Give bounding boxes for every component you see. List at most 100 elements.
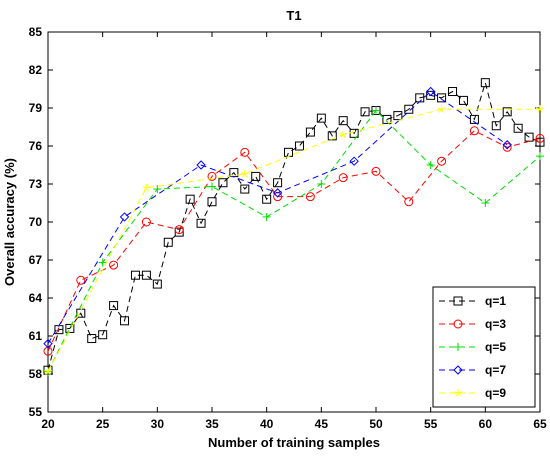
data-point: [481, 199, 490, 207]
data-point: [448, 87, 458, 97]
data-point: [153, 185, 162, 194]
y-tick-label: 64: [29, 291, 43, 305]
data-point: [316, 113, 326, 123]
legend-label: q=1: [485, 294, 506, 308]
legend-item: q=5: [439, 340, 506, 354]
x-tick-label: 50: [369, 417, 383, 431]
data-point: [371, 166, 381, 176]
series-q=7: [43, 86, 512, 349]
legend-label: q=7: [485, 363, 506, 377]
x-tick-label: 20: [41, 417, 55, 431]
data-point: [262, 194, 272, 204]
y-tick-label: 67: [29, 253, 43, 267]
data-point: [251, 171, 261, 181]
x-tick-label: 60: [479, 417, 493, 431]
data-point: [469, 114, 479, 124]
data-point: [349, 128, 359, 138]
data-point: [119, 212, 130, 222]
legend-label: q=9: [485, 386, 506, 400]
data-point: [404, 197, 414, 207]
data-point: [142, 183, 151, 192]
x-tick-label: 65: [533, 417, 547, 431]
legend-item: q=9: [439, 386, 506, 400]
data-point: [502, 107, 512, 117]
data-point: [185, 194, 195, 204]
legend-item: q=1: [439, 294, 506, 308]
legend-label: q=3: [485, 317, 506, 331]
data-point: [208, 182, 216, 191]
series-line: [47, 108, 540, 372]
data-point: [491, 121, 501, 131]
y-tick-label: 55: [29, 405, 43, 419]
data-point: [240, 184, 250, 194]
data-point: [152, 279, 162, 289]
legend-marker: [454, 389, 462, 397]
data-point: [437, 105, 446, 113]
legend-box: [432, 286, 536, 408]
data-point: [196, 160, 206, 170]
data-point: [240, 147, 250, 157]
data-point: [437, 156, 447, 166]
legend-marker: [453, 365, 463, 375]
data-point: [44, 367, 52, 375]
series-line: [47, 80, 541, 371]
data-point: [393, 111, 403, 121]
data-point: [437, 93, 447, 103]
series-line: [47, 109, 541, 372]
legend-marker: [453, 296, 463, 306]
data-point: [425, 86, 436, 97]
y-tick-label: 73: [29, 177, 43, 191]
data-point: [174, 227, 184, 237]
data-point: [513, 123, 523, 133]
y-tick-label: 82: [29, 63, 43, 77]
series-line: [47, 130, 541, 352]
data-point: [109, 260, 119, 270]
x-tick-label: 35: [205, 417, 219, 431]
series-line: [47, 90, 508, 344]
data-point: [130, 270, 140, 280]
data-point: [207, 171, 217, 181]
y-tick-label: 70: [29, 215, 43, 229]
data-point: [305, 192, 315, 202]
data-point: [76, 275, 86, 285]
data-point: [535, 137, 545, 147]
data-point: [65, 323, 75, 333]
data-point: [163, 237, 173, 247]
chart-title: T1: [286, 8, 301, 23]
y-tick-label: 61: [29, 329, 43, 343]
data-point: [535, 133, 545, 143]
data-point: [317, 180, 326, 188]
data-point: [536, 105, 544, 113]
data-point: [43, 338, 53, 349]
x-axis-label: Number of training samples: [208, 435, 380, 450]
data-point: [98, 330, 108, 340]
data-point: [240, 169, 249, 178]
data-point: [360, 107, 370, 117]
y-tick-label: 85: [29, 25, 43, 39]
legend-item: q=3: [439, 317, 506, 331]
data-point: [372, 106, 380, 115]
data-point: [404, 104, 414, 114]
data-point: [305, 127, 315, 137]
data-point: [469, 126, 479, 136]
data-point: [426, 161, 435, 169]
data-point: [262, 212, 271, 221]
data-point: [536, 152, 544, 161]
y-tick-label: 58: [29, 367, 43, 381]
y-tick-label: 79: [29, 101, 43, 115]
legend-label: q=5: [485, 340, 506, 354]
series-q=3: [43, 126, 545, 356]
data-point: [339, 130, 348, 139]
legend-item: q=7: [439, 363, 506, 377]
data-point: [273, 178, 283, 188]
data-point: [349, 156, 359, 166]
x-tick-label: 40: [260, 417, 274, 431]
data-point: [120, 316, 130, 326]
x-tick-label: 45: [315, 417, 329, 431]
x-tick-label: 25: [96, 417, 110, 431]
data-point: [109, 301, 119, 311]
data-point: [218, 178, 228, 188]
data-point: [294, 141, 304, 151]
data-point: [272, 188, 283, 198]
